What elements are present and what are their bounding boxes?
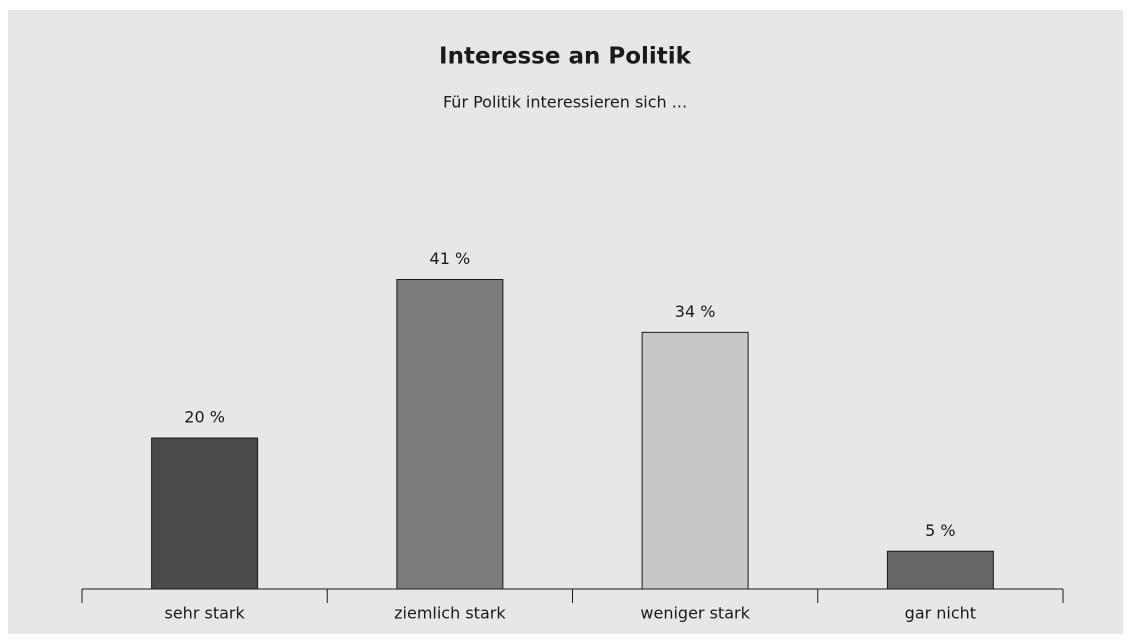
bar: [886, 550, 994, 590]
value-label: 20 %: [184, 408, 225, 427]
bar: [641, 331, 749, 590]
bar: [151, 437, 259, 590]
bar: [396, 279, 504, 590]
x-tick-label: gar nicht: [905, 604, 976, 623]
chart-subtitle: Für Politik interessieren sich ...: [443, 93, 687, 112]
value-label: 34 %: [675, 302, 716, 321]
chart-title: Interesse an Politik: [439, 44, 692, 70]
x-tick-label: weniger stark: [640, 604, 750, 623]
x-tick-label: ziemlich stark: [394, 604, 506, 623]
x-tick-label: sehr stark: [165, 604, 246, 623]
value-label: 5 %: [925, 521, 955, 540]
value-label: 41 %: [430, 249, 471, 268]
